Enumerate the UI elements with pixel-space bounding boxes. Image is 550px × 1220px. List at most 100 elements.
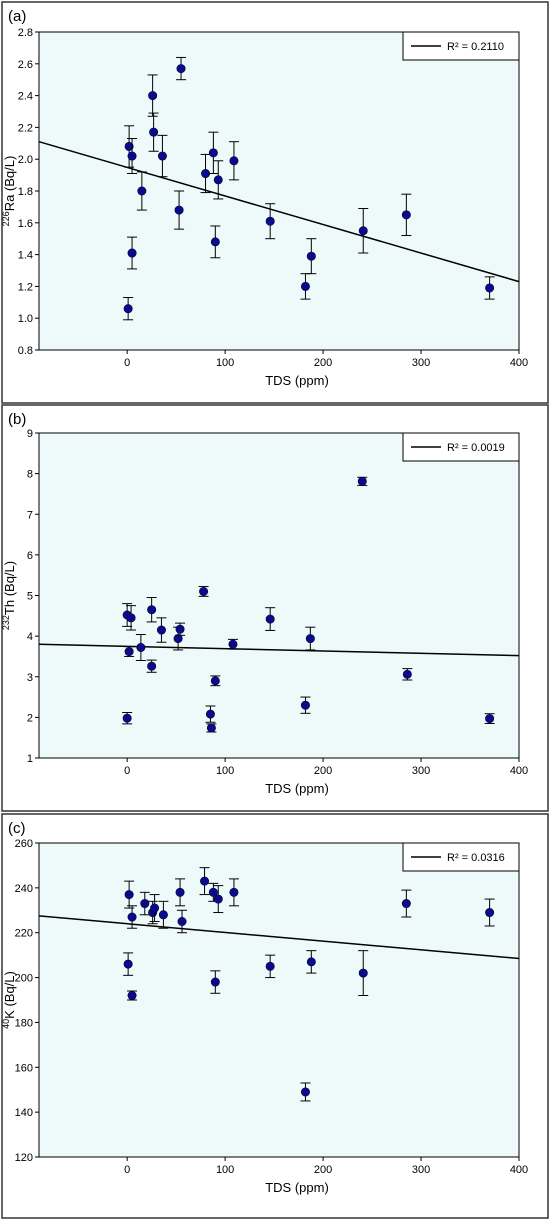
data-marker	[210, 676, 220, 686]
chart-panel-b: 1 2 3 4 5 6 7 8 9 0 100 200 300 400 TDS (ppm) 232Th (Bq…	[1, 404, 549, 812]
data-point	[175, 878, 186, 907]
panel-border	[1, 813, 549, 1219]
legend-label: R² = 0.2110	[447, 41, 504, 53]
data-marker	[229, 156, 239, 166]
data-marker	[175, 624, 185, 634]
data-point	[158, 900, 169, 929]
legend-label: R² = 0.0019	[447, 442, 505, 454]
data-marker	[213, 894, 223, 904]
data-point	[265, 954, 276, 979]
data-marker	[148, 91, 158, 101]
data-point	[149, 894, 160, 922]
data-marker	[140, 899, 150, 909]
data-marker	[358, 226, 368, 236]
data-marker	[158, 910, 168, 920]
data-point	[139, 891, 150, 916]
data-marker	[265, 961, 275, 971]
data-point	[306, 238, 317, 275]
data-marker	[213, 175, 223, 185]
panel-label: (c)	[8, 820, 26, 837]
data-marker	[175, 887, 185, 897]
data-point	[402, 668, 413, 681]
data-marker	[127, 151, 137, 161]
data-marker	[358, 968, 368, 978]
legend: R² = 0.2110	[402, 31, 520, 61]
data-point	[198, 586, 209, 597]
data-point	[156, 617, 167, 643]
data-point	[136, 171, 147, 211]
data-marker	[402, 669, 412, 679]
y-tick-label: 2	[27, 712, 33, 724]
x-tick-label: 200	[314, 765, 332, 777]
data-point	[122, 712, 133, 725]
data-point	[177, 909, 188, 934]
data-marker	[176, 64, 186, 74]
y-tick-label: 2.4	[18, 91, 33, 103]
legend: R² = 0.0316	[402, 842, 520, 872]
plot-area	[38, 432, 520, 759]
regression-line	[38, 915, 520, 960]
data-point	[484, 713, 495, 724]
data-marker	[123, 959, 133, 969]
x-tick-label: 300	[412, 1164, 430, 1176]
y-axis-title-superscript: 226	[1, 211, 11, 226]
data-point	[227, 638, 238, 650]
panel-label: (b)	[8, 411, 26, 428]
data-point	[228, 878, 239, 907]
y-tick-label: 220	[15, 928, 33, 940]
data-point	[357, 476, 368, 486]
data-marker	[199, 586, 209, 596]
y-tick-label: 7	[27, 509, 33, 521]
y-axis-title-main: Ra (Bq/L)	[2, 156, 17, 212]
x-tick-label: 0	[124, 1164, 130, 1176]
y-tick-label: 1.4	[18, 250, 33, 262]
data-point	[124, 125, 135, 168]
data-marker	[123, 304, 133, 314]
y-axis-title-superscript: 40	[1, 1019, 11, 1029]
data-marker	[127, 912, 137, 922]
y-tick-label: 2.8	[18, 27, 33, 39]
data-point	[147, 74, 158, 117]
data-point	[210, 225, 221, 259]
y-axis-title-text: 226Ra (Bq/L)	[1, 156, 17, 227]
data-marker	[127, 248, 137, 258]
plot-area	[38, 31, 520, 351]
data-marker	[300, 1087, 310, 1097]
y-tick-label: 240	[15, 883, 33, 895]
y-tick-label: 2.0	[18, 154, 33, 166]
data-marker	[401, 210, 411, 220]
data-point	[358, 207, 369, 254]
data-point	[148, 112, 159, 152]
y-axis-title-text: 40K (Bq/L)	[1, 971, 17, 1029]
data-marker	[208, 887, 218, 897]
y-tick-label: 2.6	[18, 59, 33, 71]
data-point	[306, 950, 317, 974]
data-marker	[208, 148, 218, 158]
data-point	[176, 56, 187, 81]
data-marker	[200, 876, 210, 886]
data-point	[146, 597, 157, 623]
data-point	[199, 867, 210, 896]
data-point	[146, 659, 157, 673]
data-point	[213, 885, 224, 914]
data-marker	[485, 714, 495, 724]
y-tick-label: 160	[15, 1062, 33, 1074]
data-marker	[150, 903, 160, 913]
data-point	[210, 970, 221, 994]
data-point	[484, 898, 495, 927]
y-tick-label: 1.2	[18, 281, 33, 293]
x-tick-label: 100	[216, 765, 234, 777]
y-tick-label: 1.6	[18, 218, 33, 230]
data-point	[305, 626, 316, 651]
data-marker	[210, 977, 220, 987]
y-tick-label: 140	[15, 1107, 33, 1119]
data-marker	[149, 127, 159, 137]
x-tick-label: 200	[314, 357, 332, 369]
y-tick-label: 3	[27, 672, 33, 684]
data-point	[127, 990, 138, 1001]
data-marker	[229, 887, 239, 897]
y-axis-title: 226Ra (Bq/L)	[1, 156, 17, 227]
data-marker	[210, 237, 220, 247]
data-marker	[485, 908, 495, 918]
